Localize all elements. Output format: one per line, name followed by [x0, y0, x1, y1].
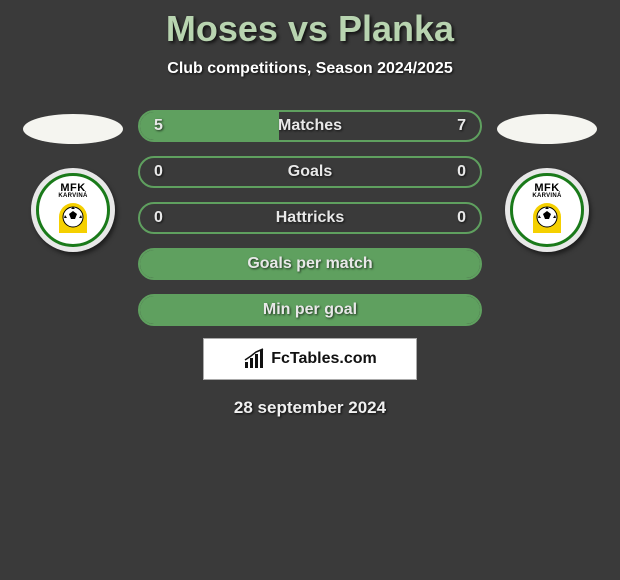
chart-icon: [243, 348, 265, 370]
soccer-ball-icon: [531, 201, 563, 233]
stat-value-left: 5: [154, 117, 163, 135]
main-container: Moses vs Planka Club competitions, Seaso…: [0, 0, 620, 418]
stat-label: Matches: [278, 117, 342, 135]
badge-inner-right: MFK KARVINÁ: [510, 173, 584, 247]
stat-value-right: 7: [457, 117, 466, 135]
team-badge-right: MFK KARVINÁ: [505, 168, 589, 252]
stat-label: Min per goal: [263, 301, 357, 319]
stat-value-left: 0: [154, 163, 163, 181]
stat-bar: Min per goal: [138, 294, 482, 326]
page-subtitle: Club competitions, Season 2024/2025: [167, 60, 452, 78]
right-team-col: MFK KARVINÁ: [492, 100, 602, 252]
team-badge-left: MFK KARVINÁ: [31, 168, 115, 252]
stat-value-left: 0: [154, 209, 163, 227]
stat-value-right: 0: [457, 209, 466, 227]
stats-column: 5 7 Matches 0 0 Goals 0 0 Hattricks Goals per mat…: [138, 100, 482, 326]
comparison-row: MFK KARVINÁ 57Matches00Goa: [0, 100, 620, 326]
soccer-ball-icon: [57, 201, 89, 233]
player-placeholder-right: [497, 114, 597, 144]
badge-line2-right: KARVINÁ: [532, 193, 561, 199]
stat-value-right: 0: [457, 163, 466, 181]
branding-box: FcTables.com: [203, 338, 417, 380]
badge-inner-left: MFK KARVINÁ: [36, 173, 110, 247]
branding-text: FcTables.com: [271, 350, 377, 368]
stat-label: Goals per match: [247, 255, 372, 273]
stat-label: Goals: [288, 163, 332, 181]
left-team-col: MFK KARVINÁ: [18, 100, 128, 252]
stat-bar: Goals per match: [138, 248, 482, 280]
stat-label: Hattricks: [276, 209, 344, 227]
badge-line2-left: KARVINÁ: [58, 193, 87, 199]
stat-bar: 0 0 Hattricks: [138, 202, 482, 234]
page-title: Moses vs Planka: [166, 8, 454, 50]
stat-bar: 0 0 Goals: [138, 156, 482, 188]
stat-bar: 5 7 Matches: [138, 110, 482, 142]
player-placeholder-left: [23, 114, 123, 144]
date-text: 28 september 2024: [234, 398, 386, 418]
